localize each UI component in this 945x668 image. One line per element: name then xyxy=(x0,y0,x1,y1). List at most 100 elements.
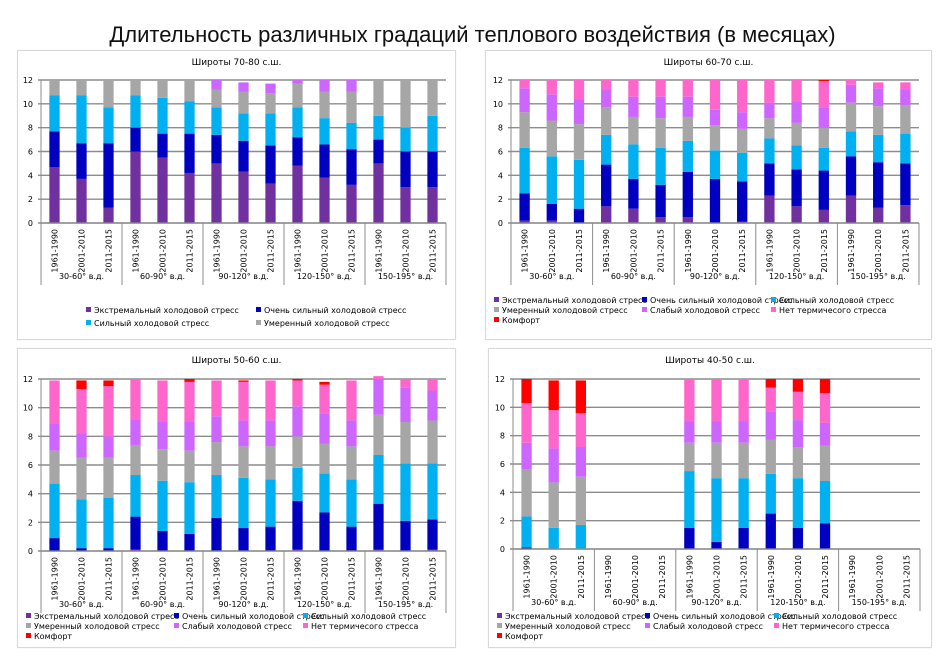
group-label: 150-195° в.д. xyxy=(378,600,433,609)
bar-segment-none xyxy=(791,80,802,102)
legend-label-moderate: Умеренный холодовой стресс xyxy=(34,622,160,631)
y-tick-label: 12 xyxy=(495,375,505,384)
y-tick-label: 4 xyxy=(28,171,33,180)
bar-segment-very-strong xyxy=(103,143,114,208)
bar-segment-weak xyxy=(238,82,249,92)
x-tick-label: 2011-2015 xyxy=(821,555,830,599)
bar-segment-strong xyxy=(76,499,87,549)
y-tick-label: 10 xyxy=(23,404,33,413)
bar-segment-weak xyxy=(548,448,559,483)
bar-segment-weak xyxy=(184,422,195,451)
bar-segment-moderate xyxy=(427,80,438,116)
y-tick-label: 10 xyxy=(495,403,505,412)
bar-segment-strong xyxy=(548,527,559,549)
bar-segment-weak xyxy=(49,423,60,451)
bar-segment-very-strong xyxy=(900,163,911,206)
y-tick-label: 6 xyxy=(498,148,503,157)
legend-swatch-none xyxy=(774,623,779,628)
bar-segment-moderate xyxy=(265,446,276,480)
bar-segment-none xyxy=(184,381,195,422)
bar-segment-very-strong xyxy=(49,131,60,167)
bar-segment-strong xyxy=(319,473,330,513)
legend-swatch-strong xyxy=(303,613,308,618)
bar-segment-none xyxy=(546,80,557,95)
x-tick-label: 1961-1990 xyxy=(132,229,141,273)
bar-segment-comfort xyxy=(103,380,114,387)
bar-segment-weak xyxy=(573,99,585,125)
bar-segment-very-strong xyxy=(319,144,330,178)
x-tick-label: 2001-2010 xyxy=(794,555,803,599)
bar-segment-none xyxy=(684,379,695,422)
bar-segment-very-strong xyxy=(157,530,168,551)
bar-segment-moderate xyxy=(238,446,249,478)
bar-segment-moderate xyxy=(655,118,666,148)
bar-segment-moderate xyxy=(628,116,639,145)
bar-segment-very-strong xyxy=(792,527,804,549)
x-tick-label: 1961-1990 xyxy=(765,229,774,273)
x-tick-label: 1961-1990 xyxy=(521,229,530,273)
bar-segment-none xyxy=(845,80,857,85)
bar-segment-strong xyxy=(819,481,831,524)
bar-segment-moderate xyxy=(845,102,857,132)
bar-segment-very-strong xyxy=(845,156,857,196)
bar-segment-none xyxy=(238,381,249,421)
bar-segment-moderate xyxy=(573,124,585,160)
y-tick-label: 2 xyxy=(28,195,33,204)
bar-segment-strong xyxy=(292,107,303,138)
bar-segment-moderate xyxy=(764,118,775,139)
legend-swatch-moderate xyxy=(256,320,261,325)
legend-label-moderate: Умеренный холодовой стресс xyxy=(502,306,628,315)
bar-segment-very-strong xyxy=(400,520,411,551)
bar-segment-strong xyxy=(130,95,141,128)
bar-segment-strong xyxy=(519,147,530,194)
x-tick-label: 1961-1990 xyxy=(375,557,384,601)
bar-segment-extreme xyxy=(628,208,639,223)
bar-segment-very-strong xyxy=(103,548,114,551)
bar-segment-strong xyxy=(655,147,666,185)
bar-segment-weak xyxy=(655,96,666,119)
group-label: 30-60° в.д. xyxy=(529,272,574,281)
bar-segment-none xyxy=(49,380,60,424)
x-tick-label: 2011-2015 xyxy=(740,555,749,599)
bar-segment-strong xyxy=(546,156,557,204)
x-tick-label: 2011-2015 xyxy=(738,229,747,273)
x-tick-label: 2011-2015 xyxy=(429,557,438,601)
bar-segment-moderate xyxy=(575,476,586,525)
bar-segment-strong xyxy=(211,475,222,519)
bar-segment-weak xyxy=(791,101,802,123)
bar-segment-very-strong xyxy=(655,184,666,218)
bar-segment-strong xyxy=(791,145,802,170)
bar-segment-moderate xyxy=(319,443,330,474)
bar-segment-moderate xyxy=(709,125,721,151)
x-tick-label: 1961-1990 xyxy=(294,229,303,273)
bar-segment-extreme xyxy=(818,209,829,223)
bar-segment-very-strong xyxy=(76,143,87,179)
bar-segment-moderate xyxy=(819,445,831,481)
bar-segment-moderate xyxy=(346,446,357,480)
group-label: 30-60° в.д. xyxy=(59,600,104,609)
bar-segment-very-strong xyxy=(373,139,384,164)
bar-segment-strong xyxy=(427,463,438,520)
bar-segment-moderate xyxy=(738,442,749,479)
bar-segment-strong xyxy=(49,483,60,539)
bar-segment-moderate xyxy=(765,439,776,474)
x-tick-label: 1961-1990 xyxy=(523,555,532,599)
chart-panel-70-80: Широты 70-80 с.ш. 0 2 4 6 8 10 12 1961-1990 2001-… xyxy=(17,50,456,340)
legend-swatch-none xyxy=(771,307,776,312)
bar-segment-strong xyxy=(737,152,748,182)
bar-segment-none xyxy=(211,380,222,417)
group-label: 150-195° в.д. xyxy=(378,272,433,281)
bar-segment-very-strong xyxy=(601,164,612,207)
x-tick-label: 2011-2015 xyxy=(267,229,276,273)
page-title: Длительность различных градаций тепловог… xyxy=(109,22,836,47)
bar-segment-very-strong xyxy=(184,533,195,551)
bar-segment-none xyxy=(427,379,438,391)
legend-label-weak: Слабый холодовой стресс xyxy=(182,622,292,631)
bar-segment-moderate xyxy=(103,80,114,108)
x-tick-label: 2011-2015 xyxy=(901,229,910,273)
bar-segment-extreme xyxy=(546,220,557,223)
bar-segment-weak xyxy=(628,96,639,117)
group-label: 30-60° в.д. xyxy=(531,598,576,607)
bar-segment-none xyxy=(682,80,693,97)
legend-label-strong: Сильный холодовой стресс xyxy=(782,612,897,621)
